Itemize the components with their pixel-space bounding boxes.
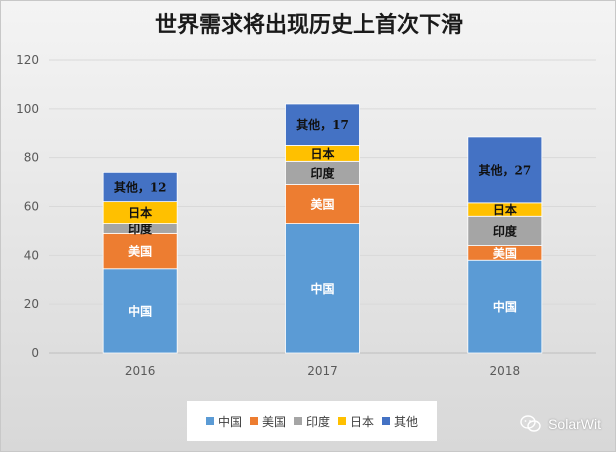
legend-label: 中国 [217, 414, 242, 429]
data-label: 美国 [310, 197, 334, 212]
data-label: 印度 [493, 223, 518, 238]
wechat-icon [520, 415, 541, 432]
bar-segment [467, 136, 543, 204]
watermark-text: SolarWit [548, 416, 601, 432]
data-label: 印度 [310, 165, 335, 180]
legend-item: 日本 [338, 413, 374, 430]
legend-label: 印度 [305, 414, 330, 429]
x-tick-label: 2018 [490, 364, 521, 378]
data-label: 日本 [128, 205, 152, 220]
legend-swatch [205, 417, 214, 425]
x-tick-label: 2017 [307, 364, 338, 378]
data-label: 中国 [310, 281, 334, 296]
legend-swatch [338, 417, 346, 425]
y-tick-label: 0 [31, 346, 39, 360]
watermark: SolarWit [520, 415, 601, 433]
y-tick-label: 120 [16, 53, 39, 67]
y-tick-label: 20 [24, 297, 39, 311]
legend-item: 其他 [382, 413, 418, 430]
legend-swatch [249, 417, 258, 425]
legend-item: 美国 [249, 413, 286, 430]
legend-label: 美国 [261, 414, 286, 429]
bar-segment [467, 215, 543, 246]
data-label: 美国 [493, 245, 517, 260]
legend-item: 印度 [293, 413, 330, 430]
legend-swatch [293, 417, 302, 425]
data-label: 印度 [128, 221, 153, 236]
y-tick-label: 100 [16, 102, 39, 116]
bar-segment [102, 232, 178, 270]
data-label: 其他，12 [114, 179, 167, 194]
data-label: 其他，27 [478, 162, 531, 177]
bar-segment [102, 171, 178, 203]
y-tick-label: 40 [24, 248, 39, 262]
bar-segment [285, 223, 360, 354]
y-tick-label: 60 [24, 200, 39, 214]
data-label: 中国 [493, 299, 517, 314]
legend-label: 日本 [350, 414, 375, 429]
data-label: 其他，17 [296, 117, 349, 132]
legend-label: 其他 [394, 414, 419, 429]
bar-segment [285, 103, 360, 146]
x-tick-label: 2016 [125, 364, 156, 378]
legend-item: 中国 [205, 413, 242, 430]
y-tick-label: 80 [24, 151, 39, 165]
legend-swatch [382, 417, 391, 425]
data-label: 中国 [128, 303, 152, 318]
chart-title: 世界需求将出现历史上首次下滑 [154, 12, 463, 38]
data-label: 日本 [493, 202, 517, 217]
bar-segment [467, 259, 543, 354]
data-label: 美国 [128, 244, 152, 259]
data-label: 日本 [310, 146, 334, 161]
bar-segment [285, 184, 360, 224]
chart-legend: 中国 美国 印度 日本 其他 [187, 401, 437, 441]
